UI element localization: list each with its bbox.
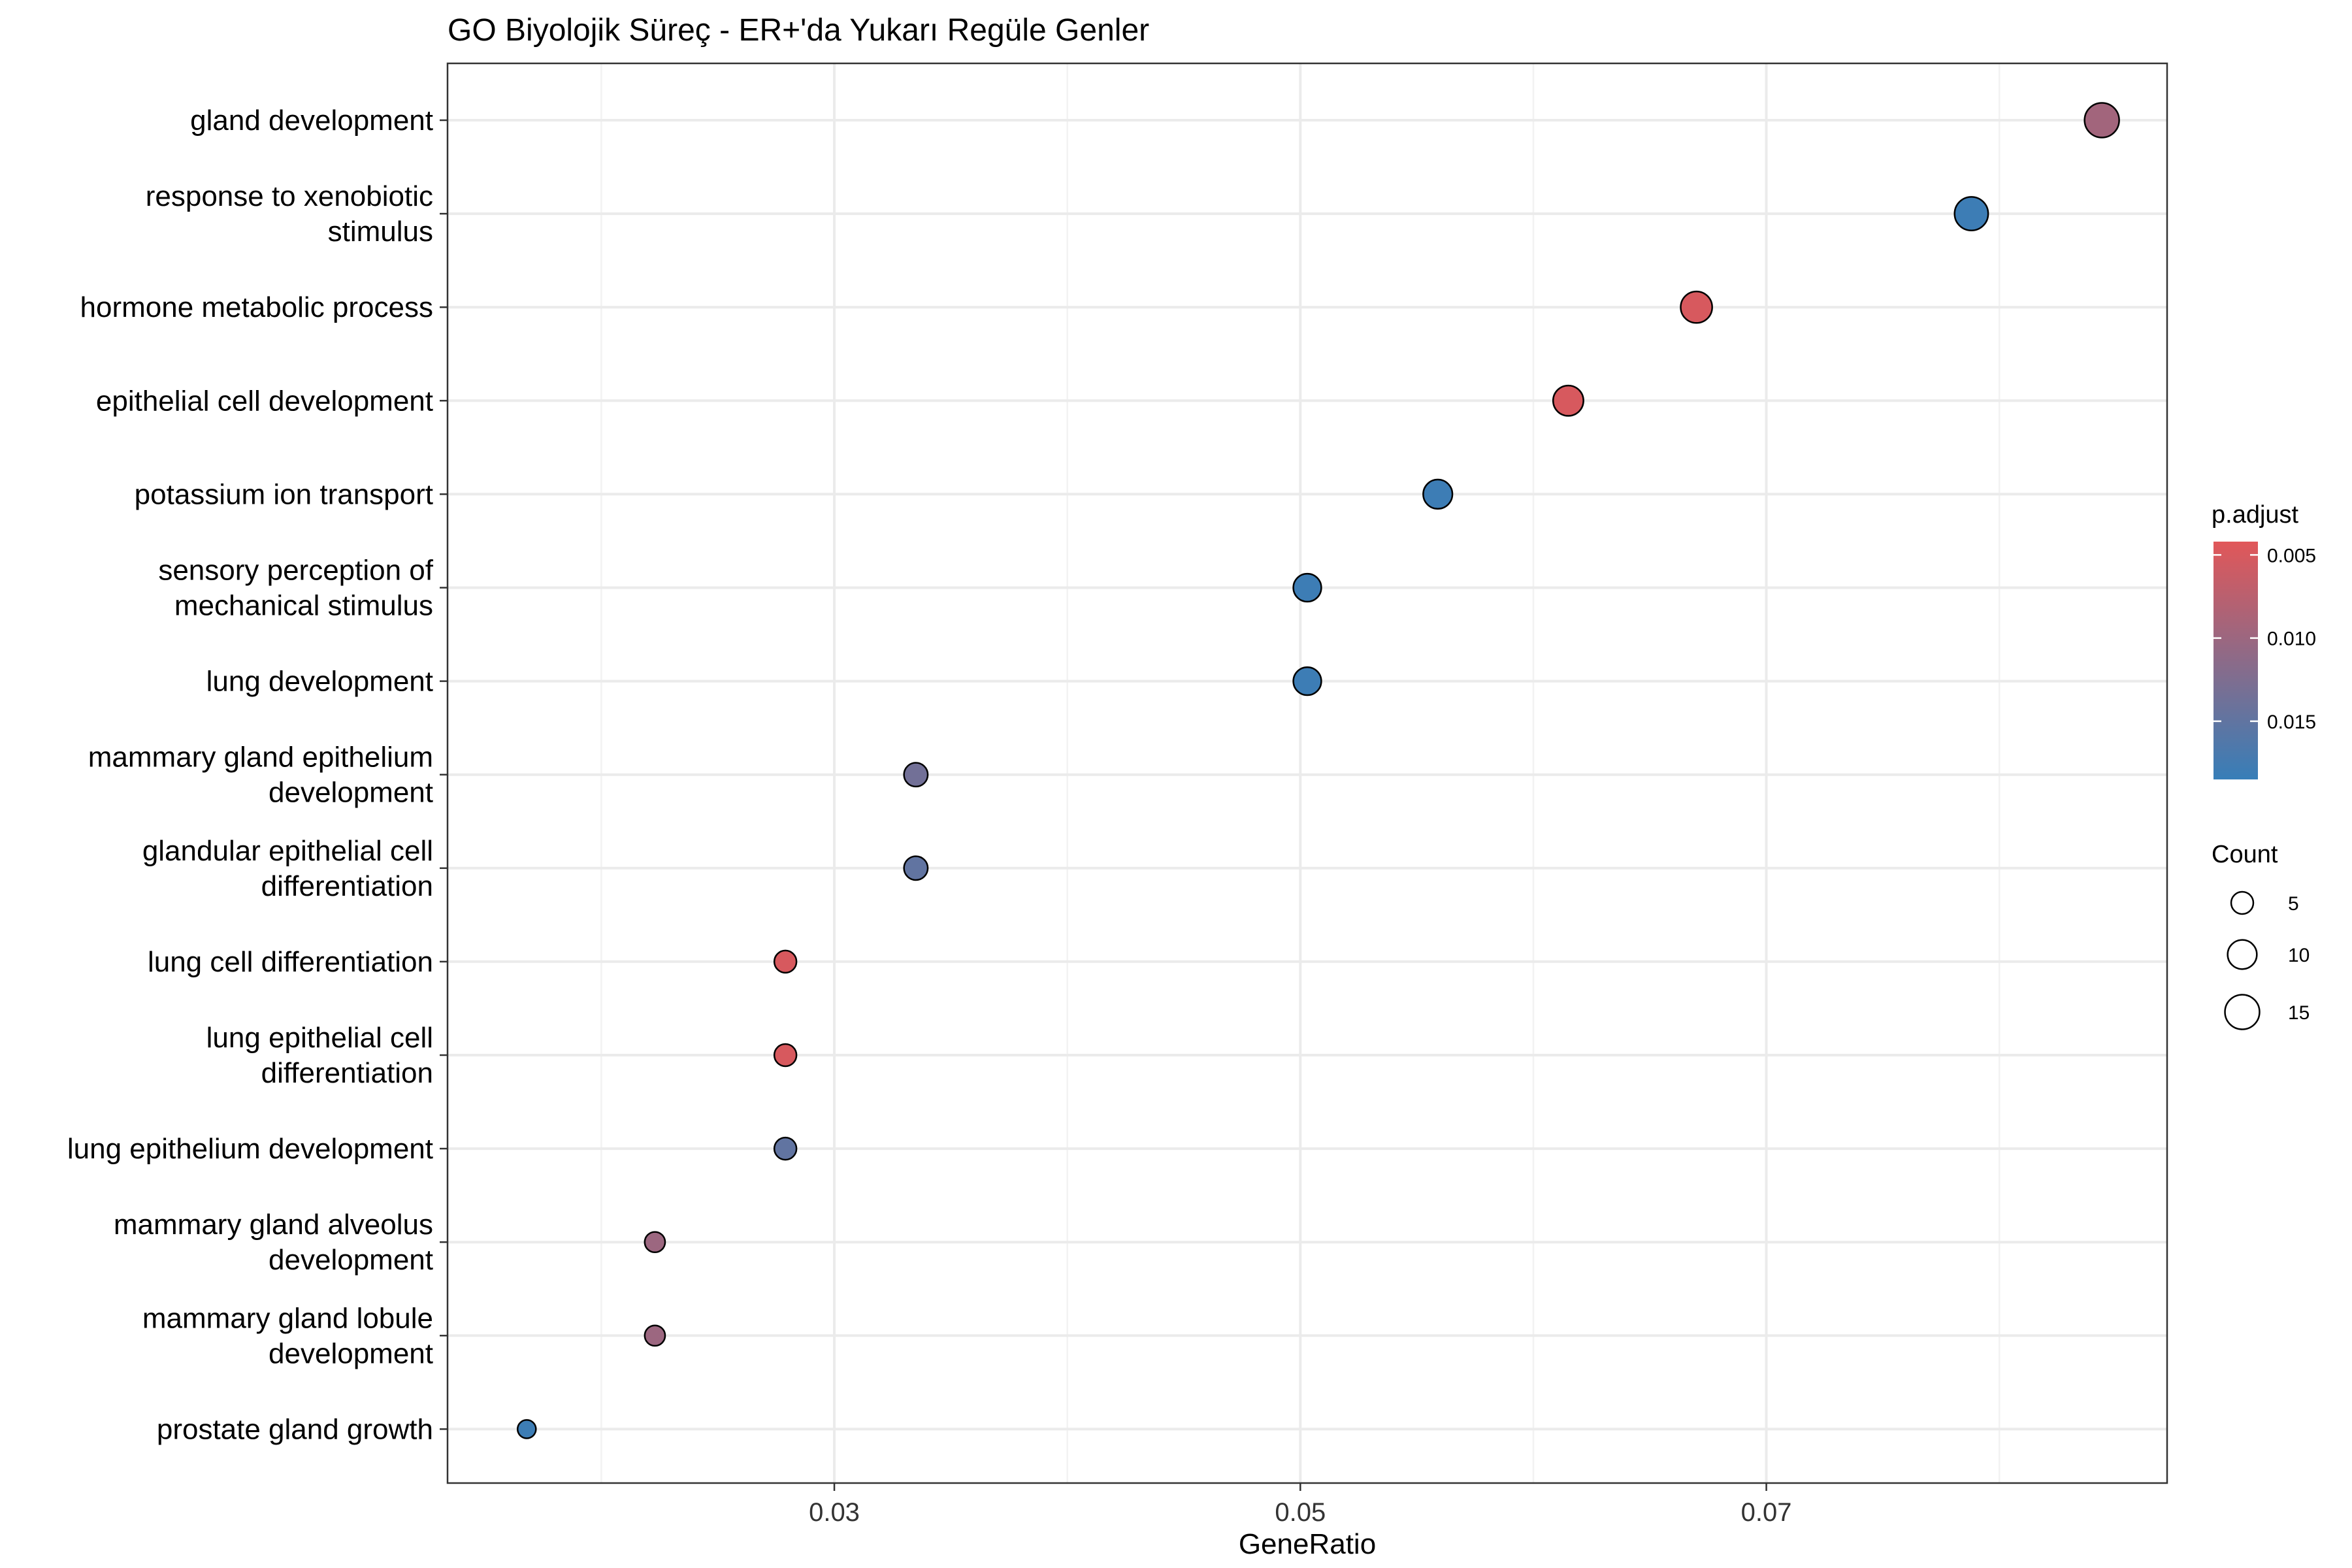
- color-legend-label: 0.005: [2267, 545, 2316, 566]
- data-point: [1680, 290, 1713, 324]
- data-point: [773, 949, 798, 974]
- y-tick-label: mammary gland epithelium: [88, 742, 433, 774]
- data-point: [644, 1324, 666, 1347]
- panel-border: [446, 62, 2168, 1484]
- color-legend-title: p.adjust: [2212, 501, 2299, 529]
- data-point: [1422, 478, 1454, 510]
- x-axis-title: GeneRatio: [1239, 1528, 1376, 1560]
- color-legend-label: 0.010: [2267, 629, 2316, 650]
- y-tick-label: differentiation: [261, 1057, 433, 1089]
- y-tick-label: epithelial cell development: [96, 385, 433, 417]
- size-legend-keys: 5 10 15: [2224, 890, 2310, 1030]
- y-tick-label: stimulus: [328, 216, 433, 248]
- data-point: [1953, 196, 1989, 232]
- data-point: [2083, 102, 2120, 139]
- y-tick-label: gland development: [190, 105, 433, 137]
- color-legend-bar: [2213, 542, 2258, 779]
- data-point: [903, 855, 929, 881]
- size-legend-label: 10: [2288, 945, 2310, 966]
- data-points: [516, 102, 2120, 1439]
- data-point: [516, 1419, 537, 1439]
- x-tick-label: 0.07: [1741, 1498, 1792, 1527]
- size-legend-title: Count: [2212, 841, 2278, 868]
- y-tick-label: potassium ion transport: [135, 478, 433, 510]
- y-tick-label: mammary gland lobule: [142, 1302, 433, 1334]
- data-point: [903, 762, 929, 788]
- y-tick-label: development: [269, 1244, 433, 1276]
- x-tick-label: 0.05: [1275, 1498, 1326, 1527]
- x-tick-label: 0.03: [809, 1498, 860, 1527]
- y-tick-label: lung epithelial cell: [206, 1022, 433, 1054]
- y-tick-label: glandular epithelial cell: [142, 835, 433, 867]
- color-legend-ticks: 0.005 0.010 0.015: [2213, 545, 2316, 733]
- chart-title: GO Biyolojik Süreç - ER+'da Yukarı Regül…: [448, 13, 1149, 48]
- size-legend-circle: [2230, 890, 2255, 915]
- size-legend-circle: [2227, 939, 2258, 970]
- grid-lines: [448, 63, 2167, 1483]
- x-axis: 0.03 0.05 0.07: [809, 1483, 1792, 1527]
- y-tick-label: prostate gland growth: [157, 1413, 433, 1445]
- y-tick-label: lung development: [206, 666, 433, 698]
- size-legend-label: 15: [2288, 1002, 2310, 1024]
- data-point: [1292, 666, 1322, 696]
- y-tick-label: sensory perception of: [158, 555, 433, 587]
- y-tick-label: differentiation: [261, 870, 433, 902]
- data-point: [644, 1231, 666, 1254]
- data-point: [773, 1043, 798, 1068]
- data-point: [1552, 384, 1584, 417]
- size-legend-circle: [2224, 994, 2261, 1030]
- color-legend: p.adjust 0.005 0.010 0.015: [2212, 501, 2316, 779]
- y-tick-label: lung cell differentiation: [148, 946, 433, 978]
- data-point: [773, 1136, 798, 1161]
- y-tick-label: mechanical stimulus: [174, 590, 433, 622]
- y-tick-label: development: [269, 1337, 433, 1369]
- y-tick-label: lung epithelium development: [67, 1133, 433, 1165]
- size-legend-label: 5: [2288, 893, 2299, 915]
- data-point: [1292, 572, 1322, 603]
- y-tick-label: response to xenobiotic: [146, 180, 433, 212]
- size-legend: Count 5 10 15: [2212, 841, 2310, 1030]
- y-tick-label: hormone metabolic process: [80, 291, 433, 323]
- color-legend-label: 0.015: [2267, 711, 2316, 733]
- y-tick-label: mammary gland alveolus: [114, 1209, 433, 1241]
- y-axis: gland development response to xenobiotic s…: [67, 105, 448, 1445]
- y-tick-label: development: [269, 777, 433, 809]
